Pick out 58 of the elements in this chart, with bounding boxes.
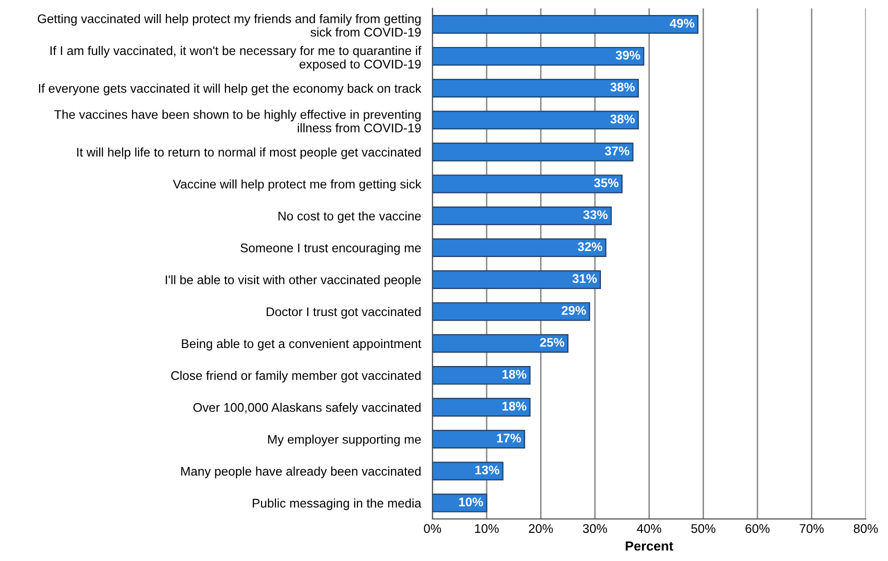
bar [432, 398, 531, 417]
data-label: 25% [540, 338, 564, 347]
bar [432, 270, 601, 289]
data-label: 38% [610, 82, 635, 92]
y-tick-label: Many people have already been vaccinated [181, 466, 421, 478]
x-tick-label: 40% [636, 524, 662, 533]
bar [432, 366, 531, 385]
y-tick-label: Someone I trust encouraging me [240, 243, 421, 255]
data-label: 33% [583, 210, 608, 220]
y-tick-label: Close friend or family member got vaccinated [171, 370, 421, 382]
y-tick-label: Getting vaccinated will help protect my friends and family from getting sick from COVID-19 [38, 14, 421, 37]
x-tick-label: 20% [528, 524, 553, 533]
bar [432, 206, 612, 226]
bar [432, 15, 698, 34]
y-tick-label: Vaccine will help protect me from getting sick [172, 179, 422, 192]
y-tick-label: Over 100,000 Alaskans safely vaccinated [193, 402, 421, 414]
data-label: 18% [502, 402, 526, 411]
x-tick-label: 10% [475, 524, 499, 533]
bar [432, 334, 568, 353]
bar [432, 238, 606, 258]
y-tick-label: I'll be able to visit with other vaccinated people [166, 275, 421, 287]
data-label: 49% [670, 18, 694, 28]
bar [432, 78, 639, 98]
bar [432, 430, 526, 448]
x-tick-label: 80% [854, 524, 878, 533]
x-tick-label: 30% [582, 524, 608, 533]
x-tick-label: 60% [746, 524, 770, 533]
x-tick-label: 70% [800, 524, 824, 533]
y-tick-label: No cost to get the vaccine [278, 211, 421, 223]
bar [432, 46, 644, 66]
y-tick-label: Doctor I trust got vaccinated [266, 307, 421, 319]
bar [432, 302, 590, 321]
y-tick-label: The vaccines have been shown to be highly effective in preventing illness from COVID-19 [54, 110, 421, 132]
bar [432, 462, 504, 480]
data-label: 10% [459, 497, 484, 506]
data-label: 13% [475, 466, 500, 474]
bar [432, 142, 634, 162]
data-label: 37% [604, 146, 630, 156]
data-label: 38% [610, 114, 635, 124]
data-label: 32% [578, 242, 602, 252]
data-label: 17% [497, 434, 521, 442]
data-label: 31% [572, 274, 597, 283]
data-label: 29% [562, 306, 586, 315]
y-tick-label: If I am fully vaccinated, it won't be necessary for me to quarantine if exposed to COVID-19 [50, 46, 422, 72]
data-label: 35% [594, 178, 618, 188]
bar [432, 494, 488, 512]
y-tick-label: My employer supporting me [268, 434, 421, 446]
y-tick-label: Public messaging in the media [252, 498, 422, 510]
data-label: 18% [502, 370, 526, 379]
x-axis-title: Percent [626, 541, 674, 551]
y-tick-label: It will help life to return to normal if most people get vaccinated [77, 147, 421, 160]
bar [432, 174, 623, 194]
y-tick-label: If everyone gets vaccinated it will help get the economy back on track [38, 84, 422, 96]
x-tick-label: 0% [424, 524, 442, 533]
y-tick-label: Being able to get a convenient appointment [182, 338, 422, 351]
data-label: 39% [616, 50, 640, 60]
bar [432, 110, 639, 130]
x-tick-label: 50% [691, 524, 716, 533]
